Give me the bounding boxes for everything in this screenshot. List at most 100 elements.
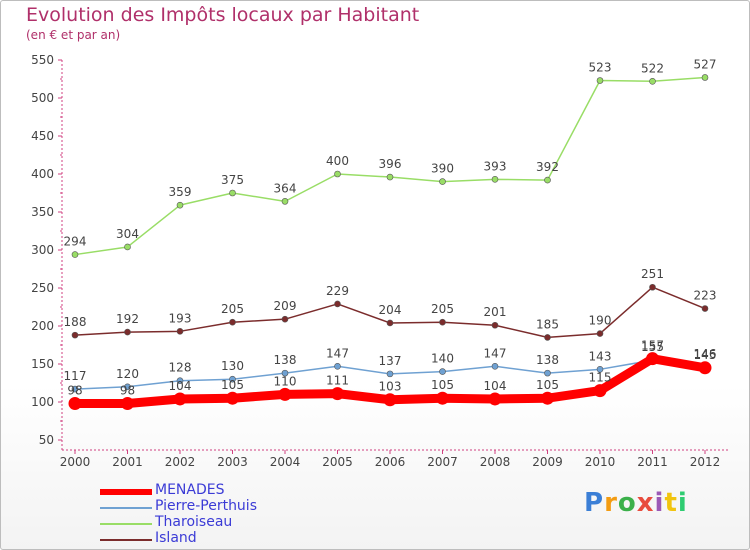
x-tick-label: 2008 xyxy=(480,455,511,469)
x-tick-label: 2010 xyxy=(585,455,616,469)
data-point-tharoiseau xyxy=(701,74,709,81)
data-point-menades xyxy=(593,384,607,398)
data-label-menades: 104 xyxy=(169,379,192,393)
legend-swatch-pierre-perthuis xyxy=(100,507,152,509)
data-point-pierre-perthuis xyxy=(334,362,341,370)
legend-swatch-island xyxy=(100,539,152,541)
data-point-menades xyxy=(173,392,187,406)
data-label-menades: 111 xyxy=(326,374,349,388)
data-point-tharoiseau xyxy=(281,198,289,205)
data-point-island xyxy=(596,330,604,337)
x-tick-label: 2002 xyxy=(165,455,196,469)
data-point-pierre-perthuis xyxy=(386,370,394,378)
chart-subtitle: (en € et par an) xyxy=(26,28,121,42)
data-point-menades xyxy=(226,391,239,405)
data-label-island: 205 xyxy=(431,302,454,316)
data-label-island: 229 xyxy=(326,284,349,298)
data-label-menades: 115 xyxy=(589,371,612,385)
data-point-menades xyxy=(121,397,134,411)
data-point-menades xyxy=(698,361,712,375)
logo-letter: x xyxy=(636,488,655,518)
data-label-tharoiseau: 392 xyxy=(536,160,559,174)
x-tick-label: 2005 xyxy=(322,455,353,469)
x-tick-label: 2006 xyxy=(375,455,406,469)
y-tick-label: 150 xyxy=(31,357,54,371)
data-label-pierre-perthuis: 120 xyxy=(116,367,139,381)
data-label-pierre-perthuis: 137 xyxy=(379,354,402,368)
data-point-menades xyxy=(331,387,344,401)
data-label-tharoiseau: 304 xyxy=(116,227,139,241)
data-label-island: 209 xyxy=(274,299,297,313)
data-point-menades xyxy=(68,397,82,411)
data-label-tharoiseau: 294 xyxy=(64,235,87,249)
data-point-menades xyxy=(646,352,659,366)
data-label-island: 223 xyxy=(694,289,717,303)
data-point-menades xyxy=(278,387,292,401)
data-label-tharoiseau: 390 xyxy=(431,162,454,176)
data-point-tharoiseau xyxy=(124,243,131,251)
y-tick-label: 200 xyxy=(31,319,54,333)
data-point-tharoiseau xyxy=(596,77,604,84)
y-tick-label: 500 xyxy=(31,91,54,105)
data-label-menades: 98 xyxy=(67,384,82,398)
data-point-tharoiseau xyxy=(491,176,499,183)
data-label-island: 190 xyxy=(589,314,612,328)
logo-letter: t xyxy=(664,488,678,518)
legend-label-pierre-perthuis: Pierre-Perthuis xyxy=(155,498,257,514)
data-point-tharoiseau xyxy=(229,189,236,197)
y-tick-label: 350 xyxy=(31,205,54,219)
data-point-island xyxy=(491,321,499,329)
data-label-pierre-perthuis: 147 xyxy=(326,346,349,360)
data-label-tharoiseau: 359 xyxy=(169,185,192,199)
data-label-menades: 157 xyxy=(641,339,664,353)
data-label-pierre-perthuis: 143 xyxy=(589,349,612,363)
data-label-tharoiseau: 523 xyxy=(589,61,612,75)
data-label-island: 185 xyxy=(536,317,559,331)
data-label-tharoiseau: 396 xyxy=(379,157,402,171)
data-label-pierre-perthuis: 140 xyxy=(431,352,454,366)
y-tick-label: 400 xyxy=(31,167,54,181)
data-point-tharoiseau xyxy=(649,77,656,85)
data-label-tharoiseau: 400 xyxy=(326,154,349,168)
proxiti-logo: Proxiti xyxy=(584,488,688,518)
data-point-tharoiseau xyxy=(176,201,184,209)
data-label-island: 192 xyxy=(116,312,139,326)
logo-letter: i xyxy=(654,488,665,518)
x-tick-label: 2011 xyxy=(637,455,668,469)
data-point-tharoiseau xyxy=(439,178,446,185)
legend-label-tharoiseau: Tharoiseau xyxy=(155,514,233,530)
data-label-pierre-perthuis: 147 xyxy=(484,346,507,360)
data-label-menades: 105 xyxy=(536,378,559,392)
data-point-island xyxy=(544,334,551,341)
logo-letter: P xyxy=(584,488,605,518)
data-label-menades: 104 xyxy=(484,379,507,393)
data-point-island xyxy=(334,300,341,308)
x-tick-label: 2007 xyxy=(427,455,458,469)
logo-letter: o xyxy=(617,488,637,518)
data-label-island: 201 xyxy=(484,305,507,319)
data-label-menades: 145 xyxy=(694,348,717,362)
data-point-pierre-perthuis xyxy=(229,375,236,383)
y-tick-label: 50 xyxy=(39,433,54,447)
data-point-island xyxy=(281,315,289,323)
logo-letter: i xyxy=(677,488,688,518)
data-point-menades xyxy=(541,391,554,405)
x-tick-label: 2001 xyxy=(112,455,143,469)
data-point-pierre-perthuis xyxy=(71,385,79,393)
data-label-pierre-perthuis: 155 xyxy=(641,340,664,354)
data-point-pierre-perthuis xyxy=(281,369,289,377)
legend-label-menades: MENADES xyxy=(155,482,225,498)
data-point-tharoiseau xyxy=(386,173,394,181)
y-tick-label: 300 xyxy=(31,243,54,257)
x-tick-label: 2003 xyxy=(217,455,248,469)
data-point-tharoiseau xyxy=(334,170,341,178)
x-tick-label: 2004 xyxy=(270,455,301,469)
data-point-island xyxy=(124,328,131,336)
data-label-tharoiseau: 522 xyxy=(641,61,664,75)
data-label-menades: 110 xyxy=(274,374,297,388)
data-label-island: 193 xyxy=(169,311,192,325)
legend-swatch-tharoiseau xyxy=(100,523,152,525)
data-point-pierre-perthuis xyxy=(491,362,499,370)
